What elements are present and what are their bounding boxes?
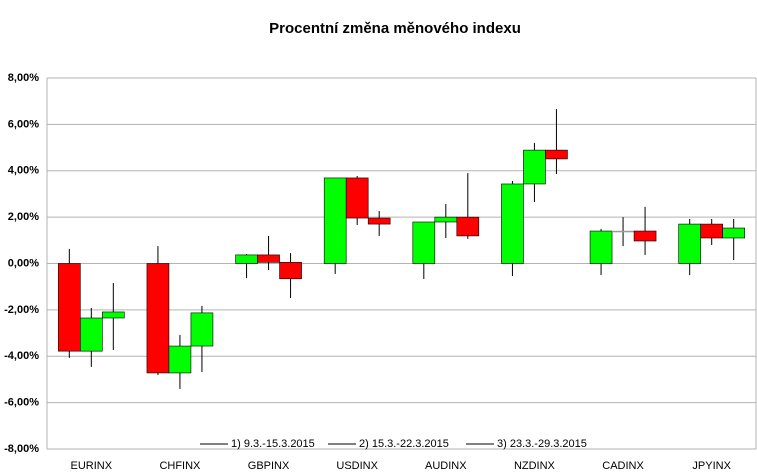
candle-body [345, 177, 369, 219]
candle-body [523, 149, 546, 185]
candle-body [412, 221, 436, 264]
y-tick-label: 2,00% [8, 211, 39, 223]
candle-body [611, 230, 635, 233]
legend-label: 1) 9.3.-15.3.2015 [231, 438, 315, 450]
y-tick-label: -6,00% [4, 397, 39, 409]
y-tick-label: -2,00% [4, 304, 39, 316]
legend-label: 3) 23.3.-29.3.2015 [497, 438, 587, 450]
candle-body [279, 262, 302, 280]
x-tick-label: JPYINX [692, 460, 731, 472]
candle-body [190, 312, 214, 347]
legend-label: 2) 15.3.-22.3.2015 [359, 438, 449, 450]
x-tick-label: USDINX [336, 460, 378, 472]
y-tick-label: -8,00% [4, 443, 39, 455]
candle-body [434, 216, 458, 223]
x-tick-label: EURINX [71, 460, 113, 472]
candle-body [501, 183, 524, 264]
candle-body [633, 230, 657, 242]
x-tick-label: AUDINX [425, 460, 467, 472]
candle-body [257, 254, 280, 263]
y-tick-label: 4,00% [8, 165, 39, 177]
candle-body [589, 230, 613, 264]
y-tick-label: 6,00% [8, 118, 39, 130]
y-tick-label: 8,00% [8, 72, 39, 84]
x-tick-label: CADINX [602, 460, 644, 472]
candle-body [58, 263, 81, 352]
candle-body [545, 149, 568, 160]
x-tick-label: CHFINX [159, 460, 201, 472]
candle-body [323, 177, 347, 264]
x-tick-label: NZDINX [514, 460, 556, 472]
y-tick-label: -4,00% [4, 350, 39, 362]
candle-body [80, 317, 103, 352]
x-tick-label: GBPINX [248, 460, 290, 472]
candle-body [700, 223, 723, 239]
candle-body [146, 263, 170, 374]
candle-body [456, 216, 480, 237]
candle-body [168, 345, 192, 374]
candle-body [102, 311, 125, 319]
candle-body [235, 254, 258, 264]
candle-body [367, 217, 391, 225]
candle-body [678, 223, 701, 264]
chart-title: Procentní změna měnového indexu [269, 20, 521, 37]
candle-body [722, 227, 745, 239]
y-tick-label: 0,00% [8, 257, 39, 269]
